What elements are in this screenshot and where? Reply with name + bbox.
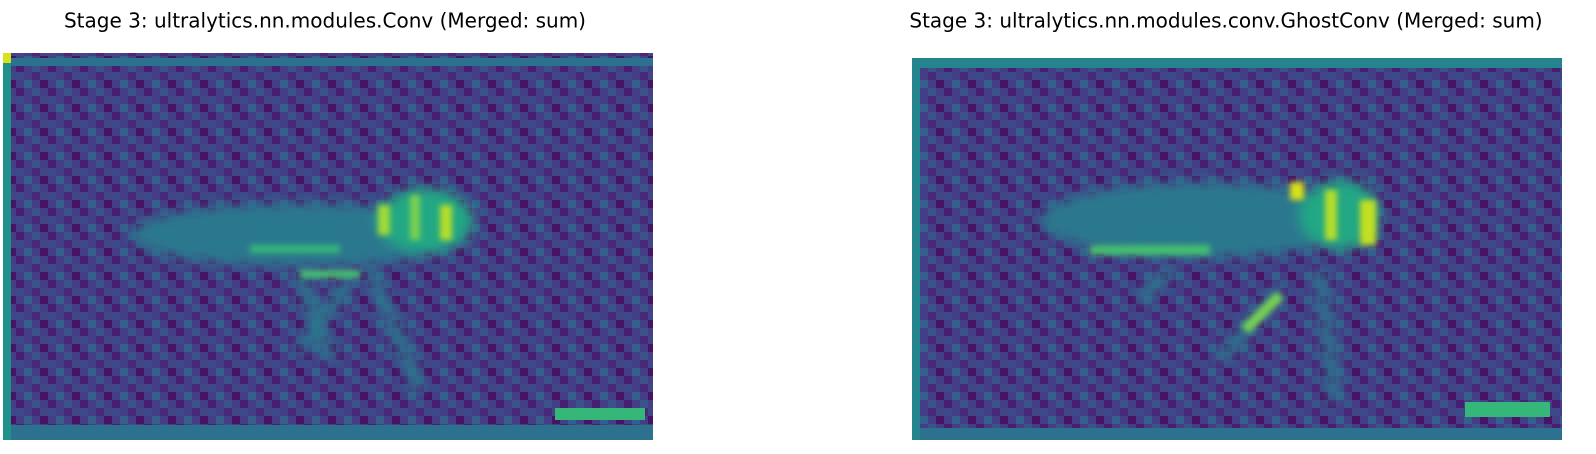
feature-map: Stage 3: ultralytics.nn.modules.conv.Gho…: [909, 9, 1562, 440]
panel-title: Stage 3: ultralytics.nn.modules.conv.Gho…: [909, 9, 1542, 33]
panel-title: Stage 3: ultralytics.nn.modules.Conv (Me…: [64, 9, 586, 33]
feature-map: Stage 3: ultralytics.nn.modules.Conv (Me…: [3, 9, 653, 440]
